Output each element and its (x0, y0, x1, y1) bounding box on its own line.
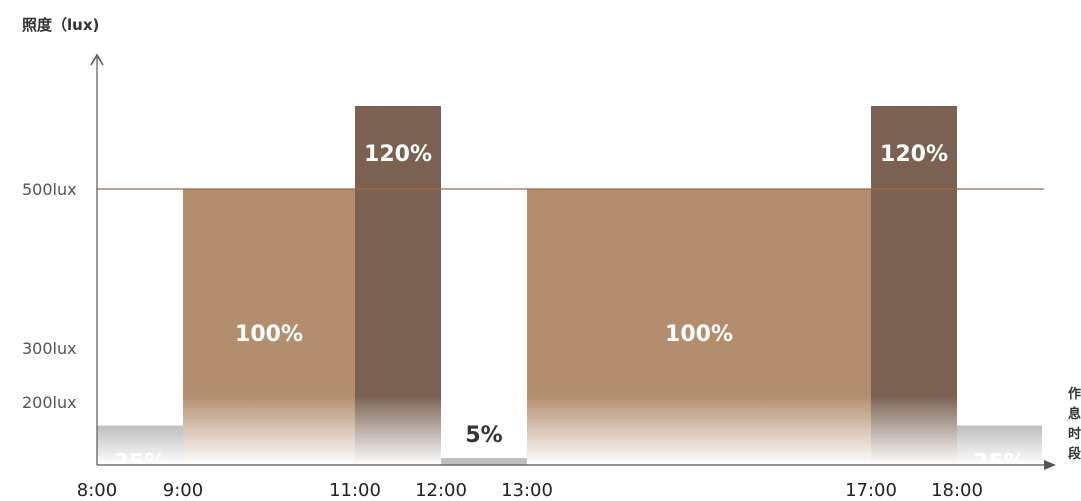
bar-label-3: 5% (465, 423, 502, 448)
y-tick-labels: 200lux 300lux 500lux (22, 180, 77, 412)
bar-fade-1 (183, 395, 355, 465)
y-axis-title: 照度（lux) (22, 16, 99, 34)
y-tick-label: 500lux (22, 180, 77, 199)
x-tick-label: 13:00 (501, 480, 553, 501)
axes (90, 53, 1056, 470)
y-tick-label: 300lux (22, 339, 77, 358)
x-tick-label: 9:00 (163, 480, 203, 501)
bar-label-4: 100% (665, 322, 733, 347)
x-axis-arrow-icon (1044, 460, 1056, 470)
bar-fade-0 (97, 425, 183, 465)
bar-label-1: 100% (235, 322, 303, 347)
x-axis-title: 作息时段 (1068, 386, 1081, 462)
y-axis-arrow-icon (90, 53, 104, 66)
x-tick-label: 8:00 (77, 480, 117, 501)
x-tick-label: 18:00 (931, 480, 983, 501)
bar-label-5: 120% (880, 142, 948, 167)
bar-fade-4 (527, 395, 871, 465)
x-tick-label: 12:00 (415, 480, 467, 501)
bar-fade-2 (355, 395, 441, 465)
x-tick-labels: 8:00 9:00 11:00 12:00 13:00 17:00 18:00 (77, 480, 983, 501)
bar-label-2: 120% (364, 142, 432, 167)
bar-fade-5 (871, 395, 957, 465)
y-tick-label: 200lux (22, 393, 77, 412)
bar-label-0: 25% (114, 451, 167, 476)
bar-fade-overlay (97, 395, 1042, 465)
bar-fade-6 (957, 425, 1042, 465)
x-tick-label: 17:00 (845, 480, 897, 501)
bar-3 (441, 458, 527, 465)
bar-label-6: 25% (973, 451, 1026, 476)
x-tick-label: 11:00 (329, 480, 381, 501)
bar-labels: 25% 100% 120% 5% 100% 120% 25% (114, 142, 1026, 476)
